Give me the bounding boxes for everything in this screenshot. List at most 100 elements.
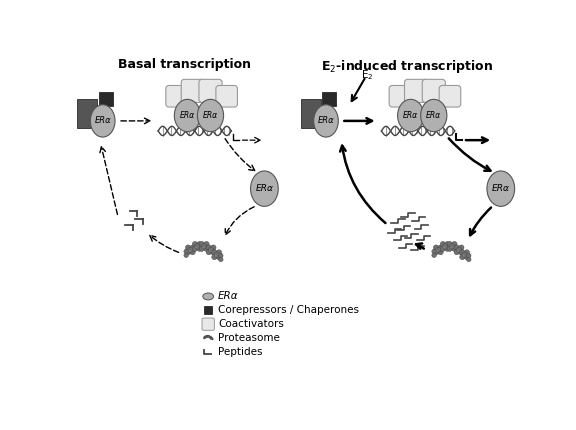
Ellipse shape (204, 242, 209, 247)
Ellipse shape (206, 336, 207, 338)
FancyBboxPatch shape (181, 79, 204, 102)
Text: ERα: ERα (180, 111, 195, 120)
Ellipse shape (436, 250, 438, 252)
Ellipse shape (206, 335, 207, 336)
Ellipse shape (198, 99, 223, 132)
Ellipse shape (445, 242, 450, 247)
FancyBboxPatch shape (216, 86, 237, 107)
Ellipse shape (209, 250, 211, 252)
Ellipse shape (199, 242, 204, 247)
Ellipse shape (216, 254, 222, 260)
Ellipse shape (211, 245, 216, 250)
FancyBboxPatch shape (199, 79, 222, 102)
Text: Corepressors / Chaperones: Corepressors / Chaperones (218, 305, 359, 315)
Text: E$_2$: E$_2$ (361, 68, 374, 82)
Ellipse shape (206, 336, 207, 337)
Ellipse shape (190, 249, 195, 255)
Ellipse shape (209, 335, 210, 336)
Ellipse shape (195, 244, 200, 249)
Ellipse shape (464, 254, 469, 260)
Ellipse shape (197, 246, 202, 252)
Ellipse shape (316, 109, 337, 136)
Text: ERα: ERα (256, 184, 274, 193)
Ellipse shape (440, 246, 446, 252)
Ellipse shape (203, 337, 204, 338)
Ellipse shape (460, 254, 465, 260)
Ellipse shape (460, 250, 465, 255)
Ellipse shape (212, 254, 217, 260)
Ellipse shape (209, 337, 210, 338)
Ellipse shape (212, 339, 213, 340)
Ellipse shape (211, 338, 213, 340)
Ellipse shape (93, 109, 114, 136)
Ellipse shape (438, 249, 443, 255)
Bar (204, 307, 212, 314)
Ellipse shape (207, 335, 208, 336)
Ellipse shape (462, 252, 467, 258)
FancyBboxPatch shape (404, 79, 427, 102)
Ellipse shape (207, 336, 208, 338)
Ellipse shape (203, 338, 204, 339)
Ellipse shape (209, 336, 210, 337)
FancyBboxPatch shape (202, 318, 214, 330)
Text: Coactivators: Coactivators (218, 319, 284, 329)
Ellipse shape (215, 255, 217, 257)
Ellipse shape (314, 105, 338, 137)
Ellipse shape (454, 249, 460, 255)
Ellipse shape (202, 246, 204, 249)
Ellipse shape (457, 250, 459, 252)
Ellipse shape (205, 337, 206, 338)
Ellipse shape (206, 249, 211, 255)
FancyBboxPatch shape (166, 86, 187, 107)
Ellipse shape (450, 246, 452, 249)
Ellipse shape (458, 245, 464, 250)
Ellipse shape (207, 336, 209, 338)
Ellipse shape (458, 249, 464, 255)
Ellipse shape (192, 242, 198, 247)
Ellipse shape (212, 250, 217, 255)
Text: E$_2$-induced transcription: E$_2$-induced transcription (321, 58, 494, 75)
Ellipse shape (195, 246, 197, 249)
FancyBboxPatch shape (389, 86, 411, 107)
Ellipse shape (490, 175, 513, 205)
Ellipse shape (207, 335, 209, 336)
Ellipse shape (400, 103, 423, 131)
Ellipse shape (463, 255, 464, 257)
Ellipse shape (467, 253, 471, 258)
Ellipse shape (197, 242, 202, 247)
Ellipse shape (449, 244, 455, 249)
Ellipse shape (175, 99, 200, 132)
Ellipse shape (190, 245, 195, 250)
Ellipse shape (214, 252, 219, 258)
FancyBboxPatch shape (422, 79, 445, 102)
Ellipse shape (212, 338, 213, 339)
Text: ERα: ERα (403, 111, 418, 120)
Ellipse shape (192, 246, 198, 252)
Ellipse shape (200, 103, 222, 131)
Bar (99, 92, 113, 106)
Ellipse shape (203, 293, 214, 300)
Ellipse shape (204, 336, 205, 337)
Ellipse shape (210, 337, 211, 338)
Ellipse shape (177, 103, 199, 131)
Ellipse shape (467, 257, 471, 262)
Ellipse shape (210, 338, 211, 340)
Ellipse shape (452, 242, 457, 247)
Ellipse shape (445, 246, 450, 252)
Ellipse shape (211, 337, 213, 338)
Bar (301, 98, 321, 128)
Ellipse shape (199, 246, 204, 252)
Ellipse shape (456, 247, 462, 252)
Ellipse shape (432, 249, 437, 254)
Ellipse shape (218, 253, 223, 258)
Ellipse shape (208, 336, 209, 337)
Ellipse shape (206, 245, 211, 250)
Ellipse shape (216, 250, 222, 255)
Ellipse shape (184, 249, 188, 254)
Ellipse shape (205, 336, 206, 337)
Ellipse shape (185, 245, 191, 250)
Text: ERα: ERα (318, 117, 334, 126)
Text: ERα: ERα (203, 111, 218, 120)
Text: Peptides: Peptides (218, 347, 263, 357)
Ellipse shape (204, 246, 209, 252)
